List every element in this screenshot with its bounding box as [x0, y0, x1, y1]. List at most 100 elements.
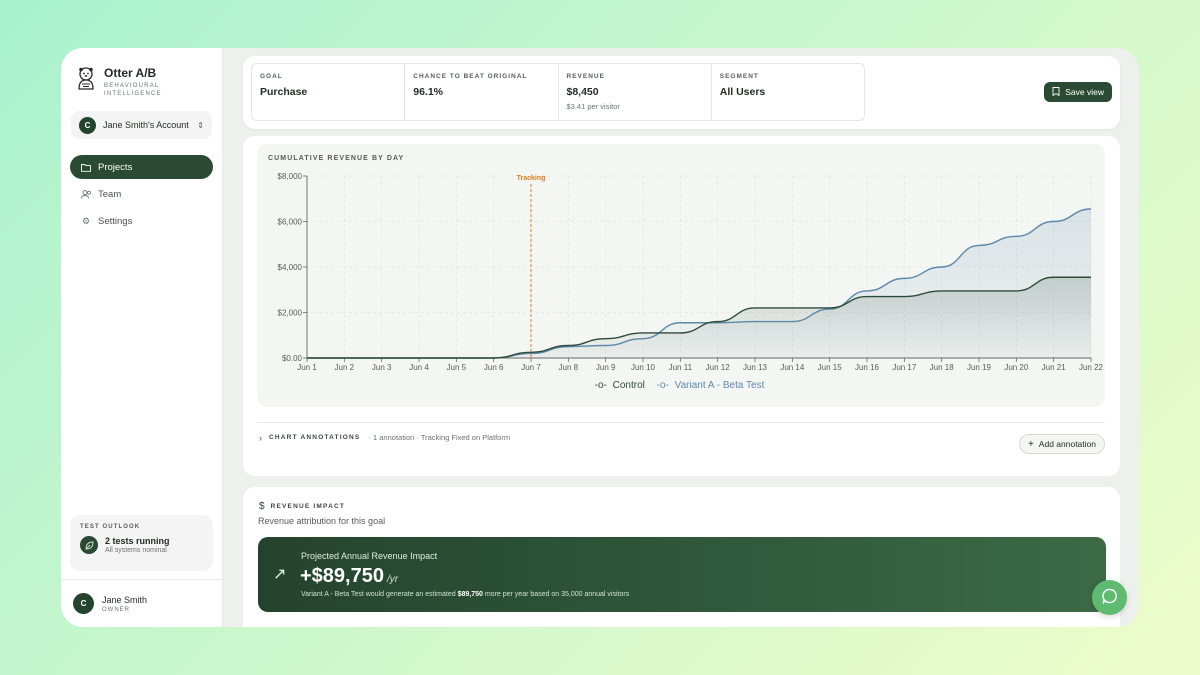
impact-title: REVENUE IMPACT [270, 503, 346, 510]
x-tick-label: Jun 15 [818, 363, 843, 372]
revenue-chart: $0.00 $2,000 $4,000 $6,000 $8,000 Jun 1 Jun 2 J… [278, 172, 1104, 372]
impact-amount-value: +$89,750 [300, 565, 384, 587]
y-tick-label: $2,000 [278, 309, 303, 318]
gear-icon: ⚙ [81, 215, 91, 226]
chart-card: CUMULATIVE REVENUE BY DAY $0.00 $2,000 $4,… [243, 136, 1120, 476]
impact-amount: +$89,750/yr [300, 565, 398, 588]
plus-icon: + [1027, 438, 1034, 450]
banner-title: Projected Annual Revenue Impact [301, 551, 438, 561]
stat-goal: GOAL Purchase [252, 64, 406, 120]
x-tick-label: Jun 4 [409, 363, 429, 372]
brand: Otter A/B BEHAVIOURAL INTELLIGENCE [75, 66, 174, 98]
leaf-icon [80, 536, 98, 554]
users-icon [80, 189, 92, 199]
series-area-control [307, 277, 1091, 358]
stat-value: All Users [719, 86, 766, 98]
chart-panel: CUMULATIVE REVENUE BY DAY $0.00 $2,000 $4,… [257, 144, 1105, 407]
save-view-label: Save view [1065, 87, 1104, 97]
stat-chance-to-beat: CHANCE TO BEAT ORIGINAL 96.1% [405, 64, 559, 120]
chart-annotations-row: › CHART ANNOTATIONS · 1 annotation · Tra… [257, 422, 1105, 454]
outlook-status: 2 tests running [105, 536, 170, 546]
impact-note-post: more per year based on 35,000 annual vis… [484, 591, 630, 598]
impact-note-pre: Variant A - Beta Test would generate an … [301, 591, 456, 598]
sidebar-nav: Projects Team ⚙ Settings [70, 155, 213, 236]
dollar-icon: $ [259, 501, 265, 512]
user-profile[interactable]: C Jane Smith OWNER [61, 579, 223, 627]
legend-variant[interactable]: -o- Variant A - Beta Test [656, 380, 765, 391]
stats-grid: GOAL Purchase CHANCE TO BEAT ORIGINAL 96… [251, 63, 865, 121]
outlook-title: TEST OUTLOOK [80, 524, 141, 530]
sidebar-item-settings[interactable]: ⚙ Settings [70, 209, 213, 233]
sidebar-item-team[interactable]: Team [70, 182, 213, 206]
chevron-up-down-icon: ⇕ [197, 120, 204, 130]
impact-amount-unit: /yr [386, 574, 399, 585]
legend-control[interactable]: -o- Control [594, 380, 645, 391]
chart-legend: -o- Control -o- Variant A - Beta Test [257, 380, 1105, 391]
account-switcher[interactable]: C Jane Smith's Account ⇕ [71, 111, 212, 139]
x-tick-label: Jun 17 [892, 363, 917, 372]
impact-note-amount: $89,750 [457, 591, 483, 598]
add-annotation-button[interactable]: + Add annotation [1018, 434, 1105, 454]
user-role: OWNER [102, 606, 130, 613]
x-tick-label: Jun 5 [447, 363, 467, 372]
annotations-desc: · 1 annotation · Tracking Fixed on Platf… [368, 433, 511, 442]
x-tick-label: Jun 14 [780, 363, 805, 372]
legend-control-label: Control [612, 380, 645, 391]
sidebar-item-label: Projects [98, 161, 133, 173]
bookmark-icon [1052, 86, 1060, 98]
x-tick-label: Jun 10 [631, 363, 656, 372]
arrow-up-right-icon: ↗ [273, 566, 287, 583]
x-tick-label: Jun 3 [372, 363, 392, 372]
stat-label: GOAL [260, 73, 283, 80]
x-tick-label: Jun 16 [855, 363, 880, 372]
stat-value: $8,450 [566, 86, 599, 98]
x-tick-label: Jun 21 [1042, 363, 1067, 372]
stat-label: CHANCE TO BEAT ORIGINAL [413, 73, 528, 80]
x-tick-label: Jun 9 [596, 363, 616, 372]
chevron-right-icon[interactable]: › [259, 432, 262, 443]
impact-banner: ↗ Projected Annual Revenue Impact +$89,7… [258, 537, 1106, 612]
brand-name: Otter A/B [104, 66, 157, 80]
x-tick-label: Jun 11 [669, 363, 693, 372]
outlook-sub: All systems nominal [105, 547, 167, 554]
save-view-button[interactable]: Save view [1044, 82, 1112, 102]
stat-label: REVENUE [566, 73, 605, 80]
folder-icon [80, 163, 92, 172]
sidebar-item-projects[interactable]: Projects [70, 155, 213, 179]
revenue-impact-card: $ REVENUE IMPACT Revenue attribution for… [243, 487, 1120, 627]
annotation-label: Tracking [517, 175, 546, 182]
avatar: C [73, 593, 94, 614]
app-window: Otter A/B BEHAVIOURAL INTELLIGENCE C Jan… [61, 48, 1139, 627]
x-tick-label: Jun 8 [559, 363, 579, 372]
stat-label: SEGMENT [719, 73, 759, 80]
x-tick-label: Jun 22 [1079, 363, 1104, 372]
stats-card: GOAL Purchase CHANCE TO BEAT ORIGINAL 96… [243, 56, 1120, 129]
series-line-control [307, 276, 1091, 359]
y-tick-label: $4,000 [278, 263, 303, 272]
legend-variant-label: Variant A - Beta Test [674, 380, 765, 391]
chat-button[interactable] [1092, 580, 1127, 615]
x-tick-label: Jun 1 [297, 363, 317, 372]
stat-revenue: REVENUE $8,450 $3.41 per visitor [559, 64, 712, 120]
otter-logo-icon [78, 67, 94, 90]
x-tick-label: Jun 13 [743, 363, 768, 372]
x-tick-label: Jun 2 [335, 363, 355, 372]
x-tick-label: Jun 6 [484, 363, 504, 372]
account-avatar: C [79, 116, 96, 134]
x-tick-label: Jun 19 [967, 363, 992, 372]
stat-sub: $3.41 per visitor [566, 102, 620, 111]
y-tick-label: $8,000 [278, 172, 303, 181]
annotations-title[interactable]: CHART ANNOTATIONS [269, 434, 361, 441]
y-tick-label: $6,000 [278, 218, 303, 227]
sidebar-item-label: Settings [98, 215, 133, 227]
user-name: Jane Smith [102, 594, 148, 605]
chart-title: CUMULATIVE REVENUE BY DAY [268, 155, 405, 162]
impact-subtitle: Revenue attribution for this goal [258, 516, 386, 526]
x-tick-label: Jun 18 [930, 363, 955, 372]
stat-value: Purchase [260, 86, 308, 98]
impact-note: Variant A - Beta Test would generate an … [301, 591, 629, 598]
x-tick-label: Jun 7 [521, 363, 541, 372]
sidebar: Otter A/B BEHAVIOURAL INTELLIGENCE C Jan… [61, 48, 223, 627]
stat-value: 96.1% [413, 86, 444, 98]
chat-bubble-icon [1101, 588, 1118, 608]
